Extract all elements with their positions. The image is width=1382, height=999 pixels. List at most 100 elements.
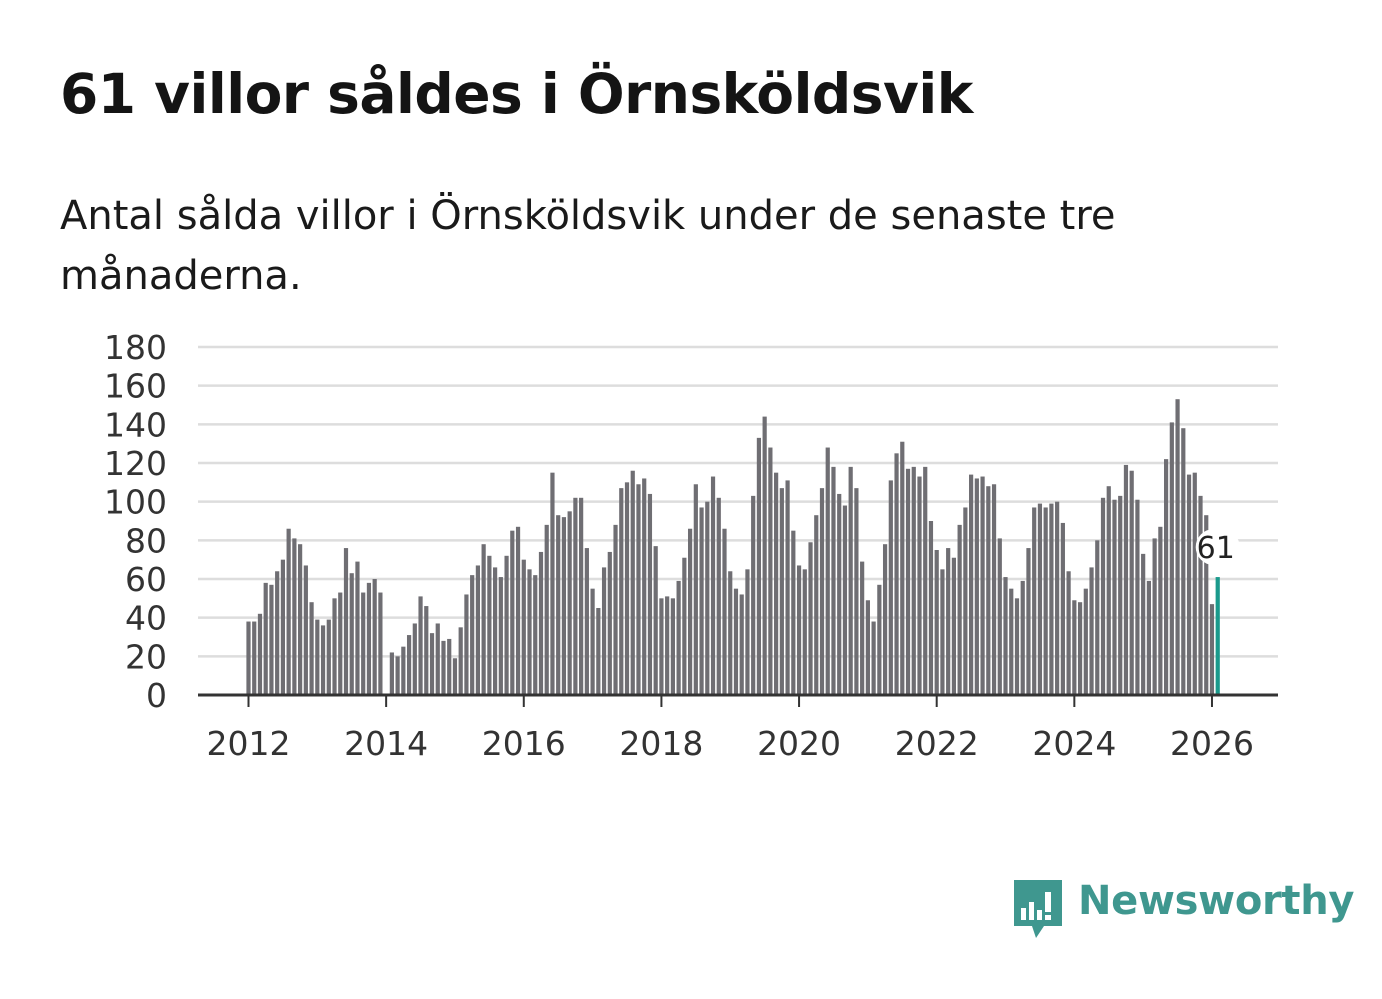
y-tick-label: 140: [104, 405, 167, 444]
bar: [401, 646, 406, 695]
y-tick-label: 0: [146, 676, 167, 715]
bar: [1106, 486, 1111, 695]
bar: [1072, 600, 1077, 695]
bar: [590, 588, 595, 695]
bar: [842, 505, 848, 695]
bar: [1158, 526, 1163, 695]
x-tick-label: 2016: [482, 724, 566, 763]
bar: [762, 416, 767, 695]
bar: [309, 602, 314, 695]
bar: [338, 592, 343, 695]
bar: [854, 488, 859, 695]
bar: [837, 493, 842, 695]
bar: [538, 551, 544, 695]
bar: [831, 466, 836, 695]
bar: [470, 575, 475, 695]
x-tick-label: 2018: [619, 724, 703, 763]
bar: [974, 478, 979, 695]
bar: [269, 584, 274, 695]
bar: [705, 501, 710, 695]
bar: [1014, 598, 1020, 695]
bar: [573, 497, 578, 695]
bar: [819, 488, 825, 695]
bar: [756, 437, 762, 695]
bar: [515, 526, 521, 695]
bar: [418, 596, 423, 695]
bar: [946, 548, 951, 695]
bar: [636, 484, 641, 695]
bar: [997, 538, 1002, 695]
bar: [934, 550, 939, 695]
bar: [682, 557, 687, 695]
bar: [1003, 577, 1008, 695]
bar: [923, 466, 928, 695]
bar: [1032, 507, 1037, 695]
bar: [670, 598, 675, 695]
bar: [349, 573, 354, 695]
bar: [1141, 553, 1146, 695]
bar: [963, 507, 968, 695]
newsworthy-logo-icon: [1014, 880, 1062, 938]
bar: [601, 567, 607, 695]
bar: [825, 447, 830, 695]
bar: [481, 544, 486, 695]
bar: [544, 524, 549, 695]
bar: [642, 478, 647, 695]
bar: [653, 546, 658, 695]
bar: [751, 495, 756, 695]
bar: [1118, 495, 1123, 695]
bar: [986, 486, 991, 695]
data-label-bg: [1195, 529, 1240, 566]
bar: [619, 488, 624, 695]
bar: [326, 619, 331, 695]
bar: [275, 571, 280, 695]
bar: [1112, 499, 1117, 695]
brand-name: Newsworthy: [1078, 878, 1355, 924]
bar: [286, 528, 291, 695]
bar: [361, 592, 366, 695]
bar: [728, 571, 733, 695]
y-tick-label: 180: [104, 328, 167, 367]
bar: [584, 548, 589, 695]
bar: [1152, 538, 1157, 695]
bar: [613, 524, 618, 695]
bar: [1049, 503, 1054, 695]
bar: [733, 588, 739, 695]
bar: [441, 640, 446, 695]
bar: [280, 559, 286, 695]
bar: [865, 600, 870, 695]
bar: [779, 488, 784, 695]
bar: [1100, 497, 1106, 695]
bar: [687, 528, 693, 695]
bar: [877, 584, 882, 695]
bar: [579, 497, 584, 695]
bar: [1009, 588, 1014, 695]
bar: [498, 577, 503, 695]
bar: [252, 621, 257, 695]
bar: [774, 472, 779, 695]
bar: [533, 575, 538, 695]
bar: [1077, 602, 1083, 695]
bar: [355, 561, 360, 695]
bar: [493, 567, 498, 695]
x-tick-label: 2024: [1032, 724, 1116, 763]
bar: [510, 530, 515, 695]
bar: [452, 658, 458, 695]
bar: [980, 476, 985, 695]
x-tick-label: 2012: [207, 724, 291, 763]
chart-subtitle: Antal sålda villor i Örnsköldsvik under …: [60, 193, 1116, 299]
bar: [630, 470, 635, 695]
bar: [395, 656, 400, 695]
bar: [871, 621, 876, 695]
bar: [567, 511, 572, 695]
bar: [292, 538, 297, 695]
bar: [435, 623, 440, 695]
bar: [550, 472, 555, 695]
bar: [802, 569, 807, 695]
bar: [1204, 515, 1209, 695]
bar: [1135, 499, 1140, 695]
bar: [332, 598, 337, 695]
bar: [320, 625, 326, 695]
bar: [693, 484, 698, 695]
bar: [624, 482, 630, 695]
